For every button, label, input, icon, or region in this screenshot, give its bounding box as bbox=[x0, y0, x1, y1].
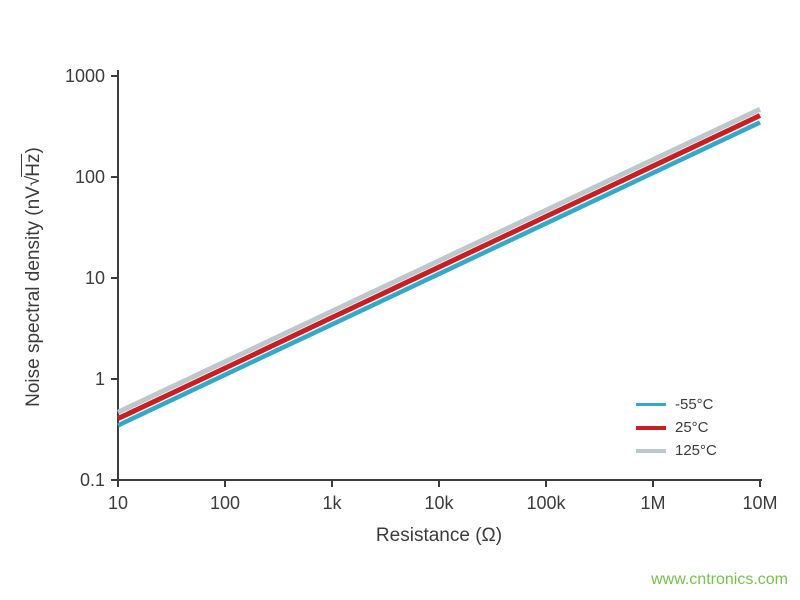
y-axis-label: Noise spectral density (nV√Hz) bbox=[21, 147, 45, 407]
x-tick-label: 1k bbox=[322, 493, 342, 513]
legend-item: 25°C bbox=[636, 416, 717, 439]
series-line-2 bbox=[116, 106, 762, 415]
watermark: www.cntronics.com bbox=[651, 571, 788, 588]
legend-label: 25°C bbox=[675, 419, 709, 436]
legend: -55°C 25°C 125°C bbox=[636, 393, 717, 462]
x-tick-label: 100 bbox=[210, 493, 240, 513]
y-tick-label: 0.1 bbox=[80, 470, 105, 490]
sqrt-symbol: √ bbox=[23, 175, 44, 187]
y-axis-label-suffix: ) bbox=[23, 147, 44, 154]
x-tick-label: 1M bbox=[640, 493, 665, 513]
y-tick-label: 10 bbox=[85, 268, 105, 288]
y-tick-label: 1000 bbox=[65, 66, 105, 86]
series-line-1 bbox=[116, 113, 762, 421]
legend-swatch bbox=[636, 448, 666, 453]
x-tick-label: 100k bbox=[526, 493, 566, 513]
y-axis-label-text: Noise spectral density (nV bbox=[23, 186, 44, 407]
legend-swatch bbox=[636, 402, 666, 407]
x-tick-label: 10k bbox=[424, 493, 454, 513]
series-line-0 bbox=[117, 120, 761, 428]
x-tick-label: 10M bbox=[742, 493, 777, 513]
x-axis-label: Resistance (Ω) bbox=[375, 525, 503, 546]
x-tick-label: 10 bbox=[108, 493, 128, 513]
y-tick-label: 100 bbox=[75, 167, 105, 187]
legend-item: 125°C bbox=[636, 439, 717, 462]
legend-item: -55°C bbox=[636, 393, 717, 416]
legend-swatch bbox=[636, 425, 666, 430]
legend-label: 125°C bbox=[675, 442, 717, 459]
sqrt-radicand: Hz bbox=[21, 153, 44, 177]
legend-label: -55°C bbox=[675, 396, 714, 413]
y-tick-label: 1 bbox=[95, 369, 105, 389]
